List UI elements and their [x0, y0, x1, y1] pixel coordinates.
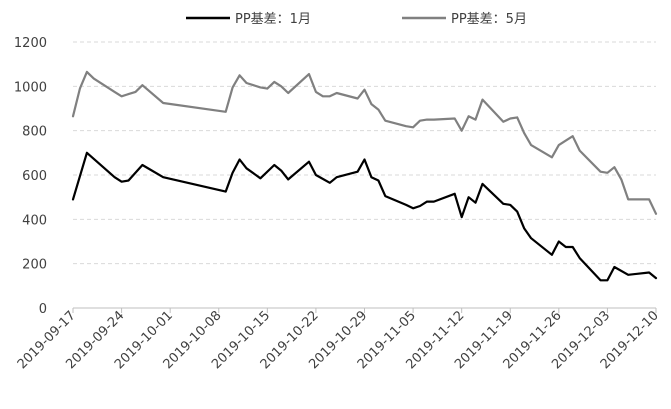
y-tick-label-1000: 1000 [14, 80, 47, 95]
y-tick-label-200: 200 [22, 258, 47, 273]
axes [72, 307, 657, 313]
series-lines [71, 70, 658, 282]
y-tick-label-1200: 1200 [14, 36, 47, 51]
y-tick-label-800: 800 [22, 125, 47, 140]
series-line-2 [71, 70, 658, 215]
y-tick-label-400: 400 [22, 213, 47, 228]
legend-label-series-2: PP基差：5月 [451, 12, 527, 27]
legend-label-series-1: PP基差：1月 [235, 12, 311, 27]
y-tick-label-0: 0 [39, 302, 47, 317]
x-tick-labels: 2019-09-172019-09-242019-10-012019-10-08… [15, 308, 662, 372]
y-tick-label-600: 600 [22, 169, 47, 184]
y-tick-labels: 0 200 400 600 800 1000 1200 [14, 36, 47, 317]
series-line-1 [71, 151, 658, 282]
legend: PP基差：1月 PP基差：5月 [186, 12, 527, 27]
gridlines [73, 41, 656, 265]
